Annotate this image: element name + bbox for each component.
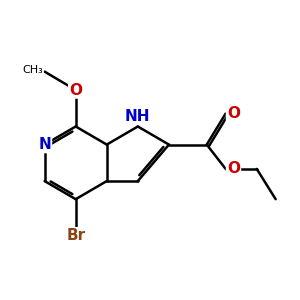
- Text: NH: NH: [125, 109, 151, 124]
- Text: O: O: [227, 161, 240, 176]
- Text: CH₃: CH₃: [22, 65, 43, 75]
- Text: O: O: [69, 82, 82, 98]
- Text: N: N: [38, 137, 51, 152]
- Text: O: O: [227, 106, 240, 121]
- Text: Br: Br: [66, 228, 85, 243]
